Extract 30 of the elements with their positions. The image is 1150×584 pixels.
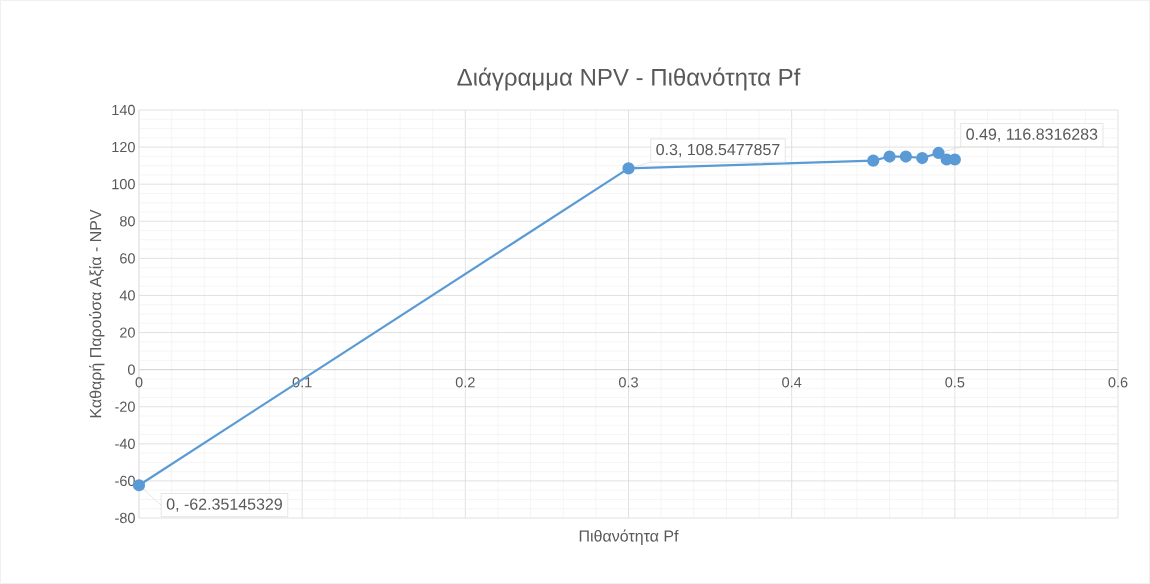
x-tick-label: 0.6	[1108, 377, 1128, 388]
x-axis-title: Πιθανότητα Pf	[579, 529, 679, 545]
annotation: 0.49, 116.8316283	[966, 128, 1098, 142]
y-tick-label: 140	[112, 104, 135, 116]
y-tick-label: -60	[115, 475, 135, 487]
point	[883, 150, 896, 163]
x-tick-label: 0	[135, 377, 143, 388]
annotation: 0.3, 108.5477857	[656, 143, 780, 158]
y-tick-label: 80	[119, 216, 135, 227]
y-tick-label: -40	[115, 438, 135, 449]
point	[932, 146, 945, 160]
annotation: 0, -62.35145329	[166, 498, 282, 512]
y-tick-label: 100	[112, 179, 135, 190]
x-tick-label: 0.5	[945, 377, 965, 388]
y-tick-label: 60	[120, 253, 135, 264]
point	[867, 154, 880, 167]
chart-title: Διάγραμμα NPV - Πιθανότητα Pf	[457, 67, 801, 91]
y-tick-label: 0	[127, 364, 135, 375]
point	[899, 150, 912, 163]
x-tick-label: 0.4	[782, 377, 802, 388]
x-tick-label: 0.2	[455, 377, 475, 388]
y-tick-label: -20	[115, 401, 135, 412]
y-tick-label: 120	[112, 141, 135, 153]
point	[622, 162, 635, 175]
y-axis-title: Καθαρή Παρούσα Αξία - NPV	[89, 209, 105, 418]
x-tick-label: 0.3	[618, 377, 638, 388]
y-tick-label: 20	[120, 327, 135, 338]
y-tick-label: -80	[115, 512, 135, 524]
y-tick-label: 40	[119, 290, 135, 301]
point	[916, 151, 929, 165]
